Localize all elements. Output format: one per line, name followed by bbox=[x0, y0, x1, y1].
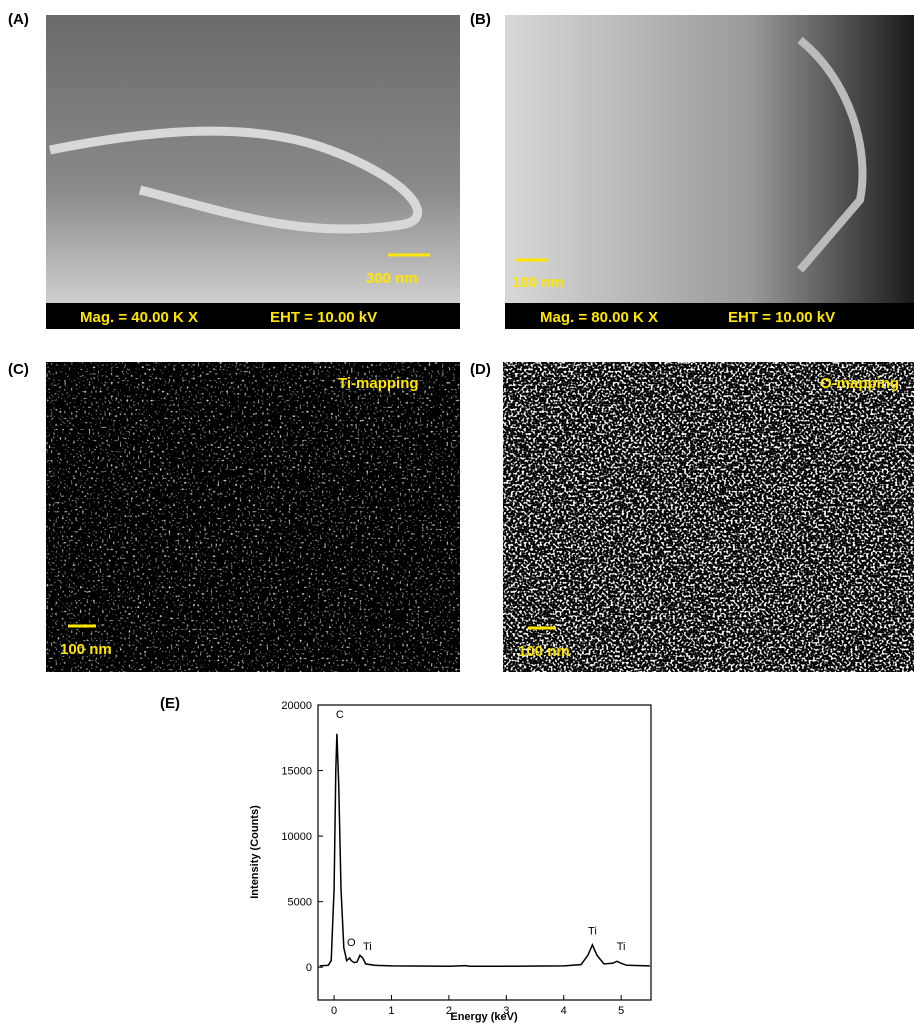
x-tick-label: 2 bbox=[446, 1005, 452, 1017]
sem-image bbox=[505, 15, 914, 305]
y-tick-label: 10000 bbox=[281, 831, 312, 843]
panel-d: 100 nm O-mapping (D) bbox=[470, 361, 914, 672]
y-tick-label: 0 bbox=[306, 962, 312, 974]
sem-image bbox=[46, 15, 460, 305]
figure: 300 nm Mag. = 40.00 K X EHT = 10.00 kV (… bbox=[0, 0, 914, 1024]
panel-label: (C) bbox=[8, 361, 29, 378]
scale-label: 100 nm bbox=[518, 643, 570, 660]
mag-text: Mag. = 80.00 K X bbox=[540, 309, 658, 326]
x-tick-label: 0 bbox=[331, 1005, 337, 1017]
peak-label: Ti bbox=[363, 941, 372, 953]
mapping-label: Ti-mapping bbox=[338, 375, 419, 392]
y-tick-label: 15000 bbox=[281, 766, 312, 778]
spectrum-line bbox=[320, 734, 650, 966]
scale-label: 100 nm bbox=[60, 641, 112, 658]
map-speckle bbox=[46, 362, 460, 672]
eht-text: EHT = 10.00 kV bbox=[270, 309, 377, 326]
panel-a: 300 nm Mag. = 40.00 K X EHT = 10.00 kV (… bbox=[8, 11, 460, 329]
panel-label: (B) bbox=[470, 11, 491, 28]
scale-label: 100 nm bbox=[512, 274, 564, 291]
peak-label: C bbox=[336, 709, 344, 721]
panel-b: 100 nm Mag. = 80.00 K X EHT = 10.00 kV (… bbox=[470, 11, 914, 329]
map-speckle bbox=[503, 362, 914, 672]
peak-label: Ti bbox=[588, 925, 597, 937]
panel-label: (A) bbox=[8, 11, 29, 28]
spectrum-chart: (E) Energy (keV) Intensity (Counts) 0500… bbox=[160, 695, 651, 1023]
x-tick-label: 3 bbox=[503, 1005, 509, 1017]
y-tick-label: 5000 bbox=[288, 897, 312, 909]
y-tick-label: 20000 bbox=[281, 700, 312, 712]
x-tick-label: 1 bbox=[388, 1005, 394, 1017]
panel-label: (E) bbox=[160, 695, 180, 712]
plot-frame bbox=[318, 705, 651, 1000]
peak-label: Ti bbox=[617, 941, 626, 953]
panel-label: (D) bbox=[470, 361, 491, 378]
eht-text: EHT = 10.00 kV bbox=[728, 309, 835, 326]
peak-label: O bbox=[347, 937, 356, 949]
x-tick-label: 5 bbox=[618, 1005, 624, 1017]
scale-label: 300 nm bbox=[366, 270, 418, 287]
y-axis-title: Intensity (Counts) bbox=[249, 805, 261, 899]
x-tick-label: 4 bbox=[561, 1005, 567, 1017]
mapping-label: O-mapping bbox=[820, 375, 899, 392]
panel-c: 100 nm Ti-mapping (C) bbox=[8, 361, 460, 672]
mag-text: Mag. = 40.00 K X bbox=[80, 309, 198, 326]
